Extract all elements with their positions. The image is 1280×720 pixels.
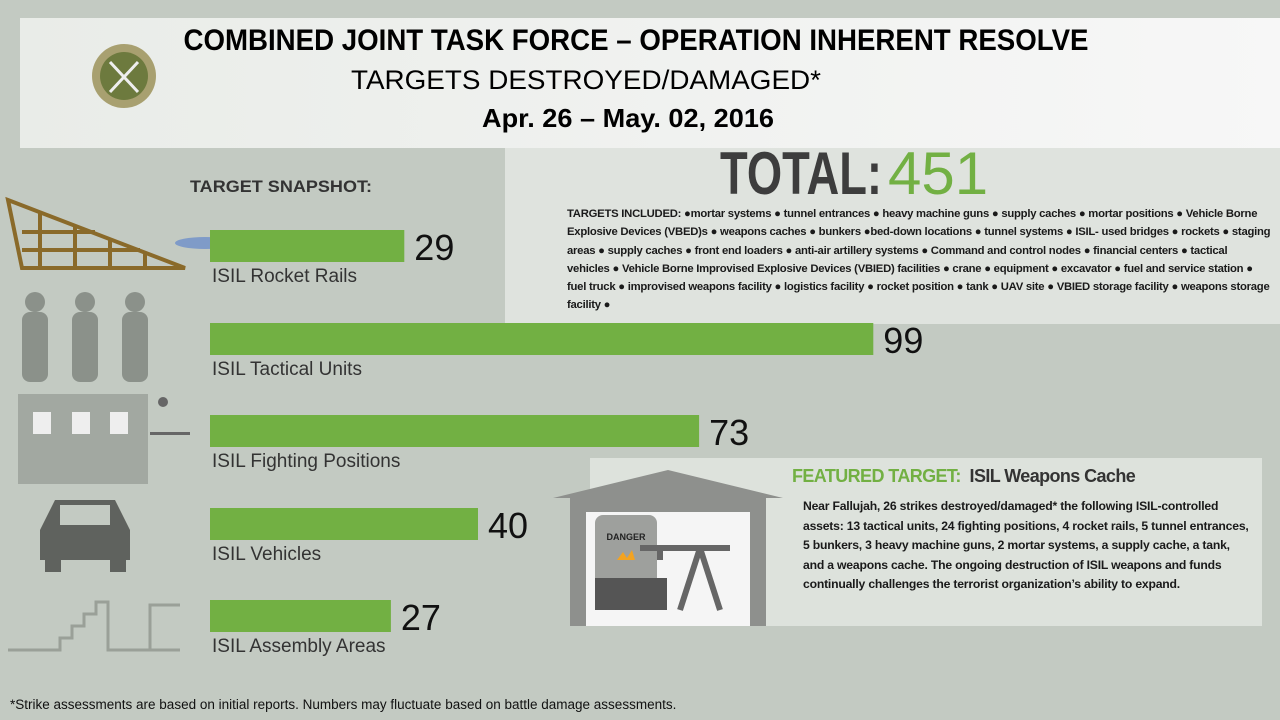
building-icon xyxy=(18,394,190,484)
soldiers-icon xyxy=(22,292,148,382)
category-label: ISIL Fighting Positions xyxy=(212,451,400,472)
rocket-rails-icon xyxy=(5,196,186,270)
value-label: 99 xyxy=(883,320,923,361)
bar xyxy=(210,323,874,355)
stairs-icon xyxy=(8,600,180,652)
bar xyxy=(210,415,700,447)
subtitle: TARGETS DESTROYED/DAMAGED* xyxy=(351,65,822,95)
emblem xyxy=(92,44,156,108)
value-label: 29 xyxy=(414,227,454,268)
bar xyxy=(210,600,391,632)
bar xyxy=(210,230,405,262)
featured-text: Near Fallujah, 26 strikes destroyed/dama… xyxy=(803,499,1249,591)
featured-title: ISIL Weapons Cache xyxy=(969,466,1136,486)
title: COMBINED JOINT TASK FORCE – OPERATION IN… xyxy=(184,24,1089,57)
value-label: 73 xyxy=(709,412,749,453)
category-label: ISIL Assembly Areas xyxy=(212,636,386,657)
footnote: *Strike assessments are based on initial… xyxy=(10,697,677,712)
danger-label: DANGER xyxy=(606,532,646,542)
date: Apr. 26 – May. 02, 2016 xyxy=(482,103,774,133)
category-label: ISIL Rocket Rails xyxy=(212,266,357,287)
targets-panel xyxy=(505,148,1280,324)
car-icon xyxy=(40,500,130,572)
category-label: ISIL Tactical Units xyxy=(212,359,362,380)
featured-label: FEATURED TARGET: xyxy=(792,466,961,486)
value-label: 40 xyxy=(488,505,528,546)
category-label: ISIL Vehicles xyxy=(212,544,321,565)
targets-included: TARGETS INCLUDED: ●mortar systems ● tunn… xyxy=(567,208,1271,312)
featured-illustration: DANGER xyxy=(553,470,783,626)
section-label: TARGET SNAPSHOT: xyxy=(190,177,372,196)
bar xyxy=(210,508,478,540)
header-band xyxy=(20,18,1280,148)
total-value: 451 xyxy=(888,140,988,207)
value-label: 27 xyxy=(401,597,441,638)
featured-heading: FEATURED TARGET: ISIL Weapons Cache xyxy=(792,466,1136,487)
total-label: TOTAL: xyxy=(720,140,882,207)
